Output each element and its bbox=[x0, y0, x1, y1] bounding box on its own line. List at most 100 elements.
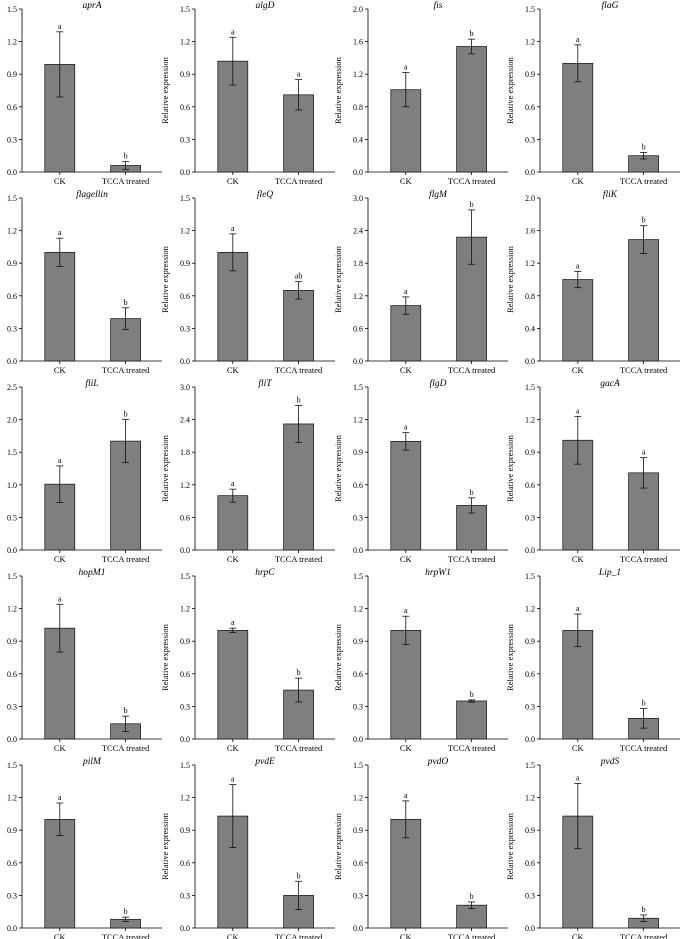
y-tick-label: 1.2 bbox=[180, 794, 190, 803]
x-tick-label: TCCA treated bbox=[102, 554, 150, 564]
significance-label: a bbox=[231, 479, 235, 488]
y-tick-label: 0.0 bbox=[525, 924, 535, 933]
y-tick-label: 1.5 bbox=[7, 761, 17, 770]
x-tick-label: TCCA treated bbox=[275, 176, 323, 186]
y-tick-label: 0.6 bbox=[7, 670, 17, 679]
significance-label: b bbox=[297, 668, 301, 677]
y-tick-label: 0.6 bbox=[353, 859, 363, 868]
y-tick-label: 0.0 bbox=[525, 168, 535, 177]
chart-title: hrpC bbox=[255, 568, 275, 578]
x-tick-label: CK bbox=[227, 554, 240, 564]
y-tick-label: 0.6 bbox=[525, 670, 535, 679]
y-tick-label: 1.2 bbox=[353, 70, 363, 79]
x-tick-label: TCCA treated bbox=[275, 932, 323, 939]
significance-label: b bbox=[470, 29, 474, 38]
y-tick-label: 0.9 bbox=[525, 70, 535, 79]
y-tick-label: 1.2 bbox=[525, 605, 535, 614]
y-axis-label: Relative expression bbox=[160, 245, 170, 313]
significance-label: b bbox=[642, 216, 646, 225]
x-tick-label: TCCA treated bbox=[102, 743, 150, 753]
y-tick-label: 0.9 bbox=[525, 826, 535, 835]
y-tick-label: 0.9 bbox=[180, 259, 190, 268]
y-tick-label: 0.0 bbox=[180, 924, 190, 933]
y-tick-label: 3.0 bbox=[180, 383, 190, 392]
y-tick-label: 0.4 bbox=[525, 324, 535, 333]
significance-label: b bbox=[642, 142, 646, 151]
x-tick-label: CK bbox=[227, 176, 240, 186]
y-tick-label: 1.5 bbox=[525, 5, 535, 14]
significance-label: b bbox=[124, 152, 128, 161]
chart-axes bbox=[367, 9, 508, 173]
significance-label: a bbox=[404, 606, 408, 615]
y-tick-label: 1.5 bbox=[7, 572, 17, 581]
y-tick-label: 1.2 bbox=[353, 605, 363, 614]
significance-label: ab bbox=[295, 272, 303, 281]
bar-tcca-treated bbox=[456, 46, 487, 173]
chart-axes bbox=[539, 198, 680, 362]
significance-label: a bbox=[58, 22, 62, 31]
chart-hrpw1: hrpW1 0.0 0.3 0.6 0.9 1.2 1.5 Relative expressi… bbox=[333, 568, 508, 753]
chart-axes bbox=[539, 387, 680, 551]
y-tick-label: 0.0 bbox=[180, 735, 190, 744]
chart-title: flagellin bbox=[76, 189, 108, 200]
chart-axes bbox=[367, 765, 508, 929]
significance-label: a bbox=[297, 70, 301, 79]
y-tick-label: 1.2 bbox=[180, 227, 190, 236]
y-tick-label: 1.2 bbox=[7, 794, 17, 803]
y-axis-label: Relative expression bbox=[333, 56, 343, 124]
x-tick-label: CK bbox=[54, 365, 67, 375]
significance-label: a bbox=[58, 793, 62, 802]
significance-label: b bbox=[124, 907, 128, 916]
chart-axes bbox=[21, 765, 162, 929]
y-tick-label: 1.5 bbox=[525, 572, 535, 581]
chart-axes bbox=[194, 387, 335, 551]
significance-label: b bbox=[642, 905, 646, 914]
y-tick-label: 0.9 bbox=[7, 826, 17, 835]
significance-label: b bbox=[470, 690, 474, 699]
chart-title: pvdS bbox=[600, 757, 620, 767]
significance-label: a bbox=[576, 604, 580, 613]
y-tick-label: 1.0 bbox=[7, 481, 17, 490]
bar-ck bbox=[390, 629, 422, 740]
y-tick-label: 1.6 bbox=[353, 38, 363, 47]
y-tick-label: 0.3 bbox=[7, 324, 17, 333]
chart-title: hopM1 bbox=[79, 568, 106, 578]
y-tick-label: 0.3 bbox=[7, 702, 17, 711]
chart-axes bbox=[539, 576, 680, 740]
bar-ck bbox=[390, 440, 422, 551]
y-axis-label: Relative expression bbox=[505, 245, 515, 313]
bar-ck bbox=[217, 495, 249, 551]
x-tick-label: TCCA treated bbox=[448, 176, 496, 186]
y-tick-label: 0.0 bbox=[7, 168, 17, 177]
y-tick-label: 0.0 bbox=[525, 357, 535, 366]
y-tick-label: 0.3 bbox=[180, 135, 190, 144]
y-tick-label: 0.9 bbox=[180, 70, 190, 79]
chart-title: pvdO bbox=[427, 757, 449, 767]
chart-title: gacA bbox=[600, 379, 620, 389]
x-tick-label: CK bbox=[400, 365, 413, 375]
y-tick-label: 0.6 bbox=[353, 324, 363, 333]
y-tick-label: 0.3 bbox=[353, 891, 363, 900]
chart-title: fleQ bbox=[257, 189, 273, 200]
y-tick-label: 1.2 bbox=[353, 416, 363, 425]
y-tick-label: 1.5 bbox=[7, 194, 17, 203]
significance-label: a bbox=[576, 406, 580, 415]
chart-axes bbox=[21, 9, 162, 173]
y-tick-label: 0.5 bbox=[7, 513, 17, 522]
chart-title: hrpW1 bbox=[425, 568, 451, 578]
y-tick-label: 0.6 bbox=[7, 292, 17, 301]
y-tick-label: 0.6 bbox=[180, 670, 190, 679]
x-tick-label: TCCA treated bbox=[102, 932, 150, 939]
chart-fleq: fleQ 0.0 0.3 0.6 0.9 1.2 1.5 Relative expressio… bbox=[160, 189, 335, 375]
y-tick-label: 0.0 bbox=[353, 357, 363, 366]
bar-tcca-treated bbox=[283, 290, 314, 362]
y-axis-label: Relative expression bbox=[160, 623, 170, 691]
significance-label: a bbox=[58, 228, 62, 237]
significance-label: a bbox=[404, 791, 408, 800]
y-tick-label: 2.4 bbox=[180, 416, 190, 425]
chart-title: Lip_1 bbox=[598, 568, 621, 578]
y-tick-label: 1.2 bbox=[7, 605, 17, 614]
chart-flgm: flgM 0.0 0.6 1.2 1.8 2.4 3.0 Relative expressio… bbox=[333, 189, 508, 375]
